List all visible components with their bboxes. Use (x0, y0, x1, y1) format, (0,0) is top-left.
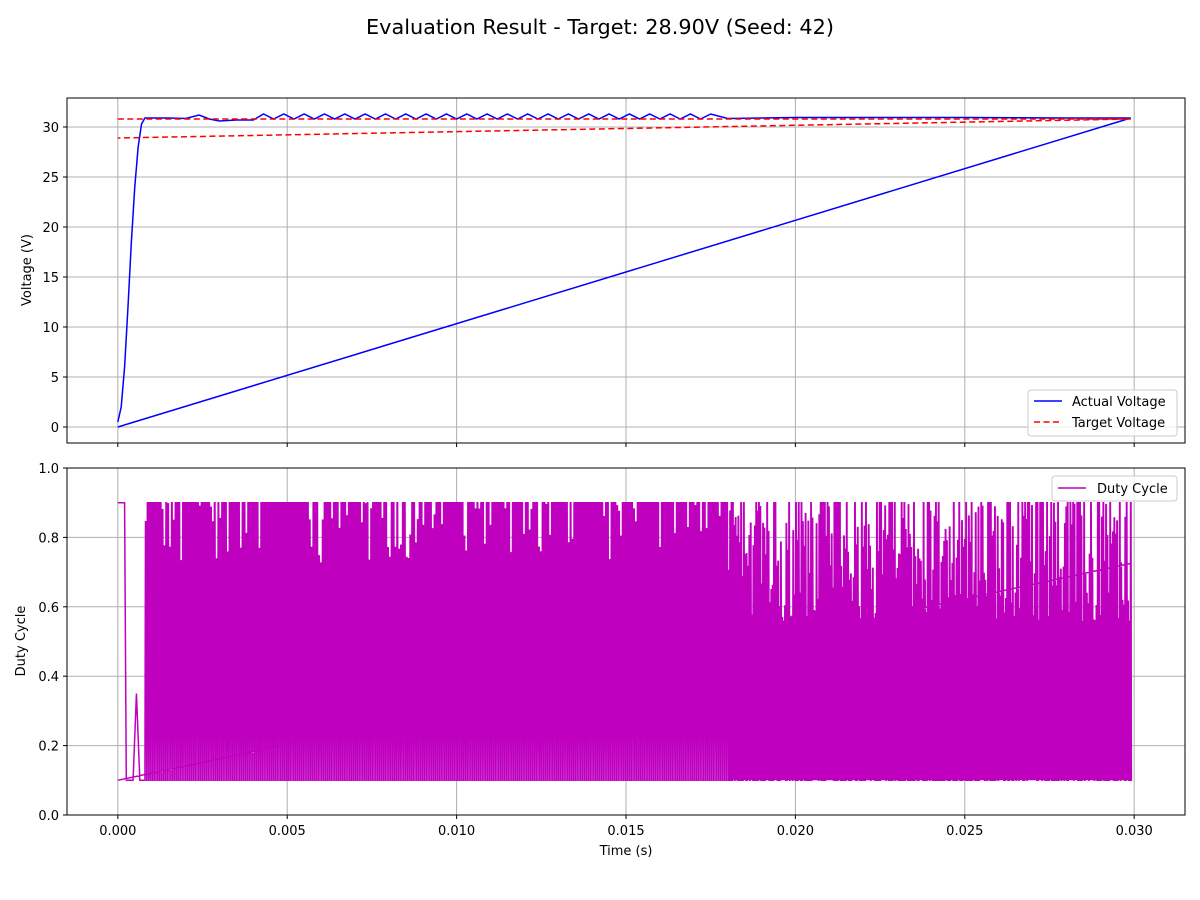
voltage-series (117, 113, 1132, 428)
duty-x-tick-label: 0.000 (99, 824, 136, 839)
voltage-y-tick-label: 20 (42, 221, 59, 236)
actual-voltage-line (117, 113, 1132, 428)
figure-title: Evaluation Result - Target: 28.90V (Seed… (366, 15, 834, 39)
duty-cycle-line (117, 501, 1133, 782)
duty-x-tick-label: 0.010 (438, 824, 475, 839)
duty-x-tick-label: 0.030 (1116, 824, 1153, 839)
duty-y-tick-label: 0.0 (38, 809, 59, 824)
duty-legend: Duty Cycle (1051, 475, 1178, 502)
duty-cycle-legend-label: Duty Cycle (1097, 482, 1168, 497)
duty-y-tick-label: 0.4 (38, 670, 59, 685)
voltage-legend: Actual Voltage Target Voltage (1027, 389, 1178, 437)
duty-y-tick-label: 0.6 (38, 601, 59, 616)
voltage-legend-box (1027, 389, 1178, 437)
duty-x-tick-label: 0.015 (607, 824, 644, 839)
voltage-y-tick-label: 15 (42, 271, 59, 286)
duty-x-tick-label: 0.025 (946, 824, 983, 839)
duty-ticks: 0.000 0.005 0.010 0.015 0.020 0.025 0.030 0.0 0.… (38, 462, 1152, 839)
voltage-y-tick-label: 10 (42, 321, 59, 336)
target-voltage-line (117, 118, 1131, 139)
duty-x-tick-label: 0.005 (269, 824, 306, 839)
voltage-panel: 0 5 10 15 20 25 30 Voltage (V) Actual Voltage … (20, 97, 1186, 447)
voltage-y-tick-label: 0 (51, 421, 59, 436)
actual-voltage-legend-label: Actual Voltage (1072, 395, 1166, 410)
voltage-grid (67, 98, 1185, 443)
voltage-y-tick-label: 30 (42, 121, 59, 136)
x-axis-label: Time (s) (599, 844, 653, 859)
voltage-y-axis-label: Voltage (V) (20, 234, 35, 306)
duty-x-tick-label: 0.020 (777, 824, 814, 839)
duty-y-tick-label: 0.8 (38, 531, 59, 546)
target-voltage-legend-label: Target Voltage (1071, 416, 1165, 431)
voltage-y-tick-label: 25 (42, 171, 59, 186)
duty-legend-box (1051, 475, 1178, 502)
duty-panel: 0.000 0.005 0.010 0.015 0.020 0.025 0.030 0.0 0.… (14, 462, 1186, 859)
duty-y-axis-label: Duty Cycle (14, 606, 29, 677)
duty-y-tick-label: 0.2 (38, 740, 59, 755)
voltage-ticks: 0 5 10 15 20 25 30 (42, 121, 1135, 447)
duty-series (117, 501, 1133, 782)
voltage-y-tick-label: 5 (51, 371, 59, 386)
duty-y-tick-label: 1.0 (38, 462, 59, 477)
